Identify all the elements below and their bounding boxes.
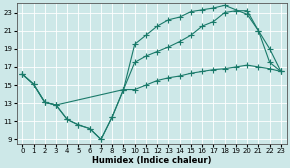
X-axis label: Humidex (Indice chaleur): Humidex (Indice chaleur) xyxy=(92,156,211,164)
